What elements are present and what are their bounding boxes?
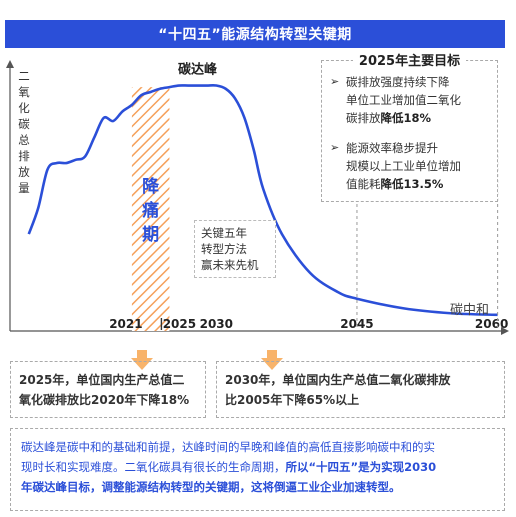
x-axis-name: 碳中和 bbox=[450, 303, 489, 318]
targets-title: 2025年主要目标 bbox=[322, 50, 497, 69]
tick-label-2025: 2025 bbox=[163, 317, 196, 331]
transition-line-1: 关键五年 bbox=[201, 226, 247, 240]
summary-note: 碳达峰是碳中和的基础和前提，达峰时间的早晚和峰值的高低直接影响碳中和的实 现时长… bbox=[10, 428, 505, 511]
target-item-energy-efficiency: ➢ 能源效率稳步提升 规模以上工业单位增加 值能耗降低13.5% bbox=[330, 141, 461, 191]
target-2025-box: 2025年，单位国内生产总值二 氧化碳排放比2020年下降18% bbox=[10, 361, 206, 418]
tick-label-2021: 2021 bbox=[109, 317, 142, 331]
pain-period-label: 降 bbox=[142, 176, 160, 197]
x-axis-arrow-icon bbox=[501, 327, 509, 335]
targets-2025-box: 2025年主要目标 ➢ 碳排放强度持续下降 单位工业增加值二氧化 碳排放降低18… bbox=[321, 54, 498, 202]
tick-label-2030: 2030 bbox=[200, 317, 233, 331]
pain-period-label: 期 bbox=[142, 225, 159, 245]
chevron-right-icon: ➢ bbox=[330, 75, 340, 88]
transition-note: 关键五年 转型方法 赢未来先机 bbox=[194, 220, 276, 278]
pain-period-band bbox=[131, 87, 170, 331]
peak-label: 碳达峰 bbox=[178, 62, 218, 78]
transition-line-2: 转型方法 bbox=[201, 242, 247, 256]
y-axis-label: 二氧化碳总排放量 bbox=[18, 69, 30, 195]
pain-period-label: 痛 bbox=[142, 200, 159, 221]
emission-line bbox=[27, 83, 498, 317]
y-axis-arrow-icon bbox=[6, 60, 14, 68]
tick-label-2060: 2060 bbox=[475, 317, 508, 331]
transition-line-3: 赢未来先机 bbox=[201, 258, 259, 272]
target-2030-box: 2030年，单位国内生产总值二氧化碳排放 比2005年下降65%以上 bbox=[216, 361, 505, 418]
chevron-right-icon: ➢ bbox=[330, 141, 340, 154]
target-item-carbon-intensity: ➢ 碳排放强度持续下降 单位工业增加值二氧化 碳排放降低18% bbox=[330, 75, 461, 125]
page-title: “十四五”能源结构转型关键期 bbox=[5, 20, 505, 48]
